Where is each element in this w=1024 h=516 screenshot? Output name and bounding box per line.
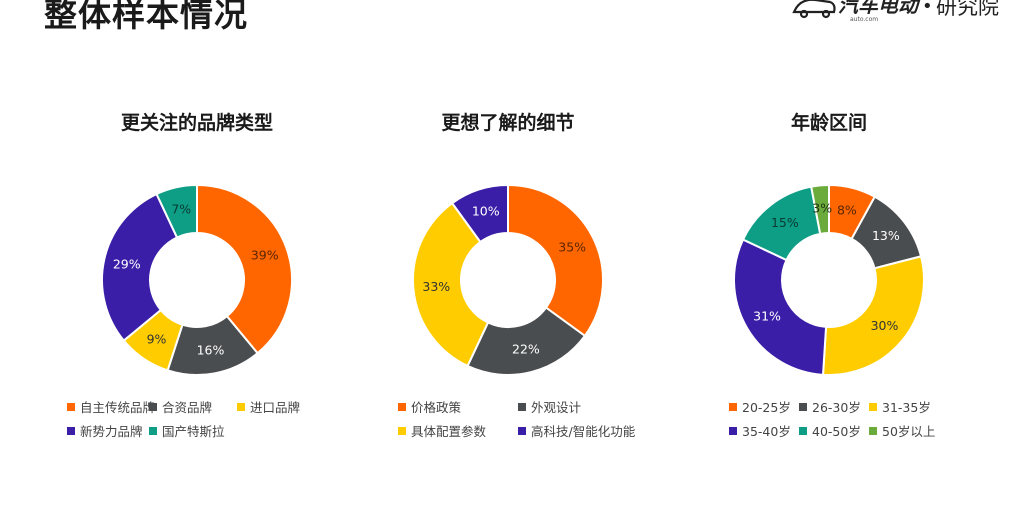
legend-swatch xyxy=(67,427,75,435)
slice-value-label: 29% xyxy=(113,256,141,271)
legend-item: 31-35岁 xyxy=(869,400,931,416)
car-outline-icon xyxy=(792,0,836,19)
legend-label: 外观设计 xyxy=(531,400,582,415)
donut-slice-3 xyxy=(412,201,490,368)
legend-label: 31-35岁 xyxy=(882,400,931,415)
legend-swatch xyxy=(149,427,157,435)
donut-slice-1 xyxy=(507,183,604,338)
donut-slice-4 xyxy=(733,238,828,376)
legend-label: 具体配置参数 xyxy=(411,424,487,439)
donut-slice-4 xyxy=(450,183,509,244)
legend-item: 35-40岁 xyxy=(729,424,791,440)
logo-text-right: 研究院 xyxy=(936,0,999,19)
slice-value-label: 15% xyxy=(771,215,799,230)
legend-item: 进口品牌 xyxy=(237,400,300,416)
slice-value-label: 9% xyxy=(147,332,167,347)
legend-item: 26-30岁 xyxy=(799,400,861,416)
legend-item: 具体配置参数 xyxy=(398,424,486,440)
legend-swatch xyxy=(729,403,737,411)
slice-value-label: 3% xyxy=(812,200,832,215)
chart-age-range: 年龄区间 8% 13% 30% 31% 15% 3% 20-25岁 26-30岁 31-35岁… xyxy=(669,100,989,470)
slice-value-label: 8% xyxy=(837,202,857,217)
legend-swatch xyxy=(869,403,877,411)
legend-swatch xyxy=(869,427,877,435)
legend-swatch xyxy=(398,403,406,411)
legend-label: 国产特斯拉 xyxy=(162,424,225,439)
legend-swatch xyxy=(799,427,807,435)
page-title: 整体样本情况 xyxy=(44,0,248,34)
donut-slice-1 xyxy=(196,183,293,355)
legend-swatch xyxy=(518,427,526,435)
legend-label: 进口品牌 xyxy=(250,400,301,415)
slice-value-label: 31% xyxy=(753,309,781,324)
slice-value-label: 7% xyxy=(171,202,191,217)
slice-value-label: 10% xyxy=(472,204,500,219)
legend-item: 外观设计 xyxy=(518,400,581,416)
slice-value-label: 39% xyxy=(251,248,279,263)
legend-item: 高科技/智能化功能 xyxy=(518,424,635,440)
legend-label: 高科技/智能化功能 xyxy=(531,424,636,439)
slice-value-label: 35% xyxy=(558,239,586,254)
legend-item: 20-25岁 xyxy=(729,400,791,416)
chart-details: 更想了解的细节 35% 22% 33% 10% 价格政策 外观设计具体配置参数 高科技/智… xyxy=(348,100,668,470)
legend-swatch xyxy=(518,403,526,411)
legend-label: 新势力品牌 xyxy=(80,424,143,439)
legend-label: 价格政策 xyxy=(411,400,462,415)
donut-chart: 8% 13% 30% 31% 15% 3% xyxy=(733,183,925,376)
slice-value-label: 16% xyxy=(197,343,225,358)
donut-slice-3 xyxy=(821,255,925,376)
donut-slice-6 xyxy=(810,183,830,236)
legend-swatch xyxy=(237,403,245,411)
donut-slice-4 xyxy=(101,192,179,342)
legend-label: 自主传统品牌 xyxy=(80,400,156,415)
chart-title: 更想了解的细节 xyxy=(441,112,575,134)
slice-value-label: 22% xyxy=(512,342,540,357)
chart-title: 更关注的品牌类型 xyxy=(120,112,273,134)
legend-swatch xyxy=(398,427,406,435)
logo-text-small: auto.com xyxy=(850,16,878,23)
legend-item: 40-50岁 xyxy=(799,424,861,440)
legend-item: 新势力品牌 xyxy=(67,424,143,440)
legend-item: 价格政策 xyxy=(398,400,461,416)
slice-value-label: 13% xyxy=(872,228,900,243)
legend-label: 20-25岁 xyxy=(742,400,791,415)
legend-swatch xyxy=(799,403,807,411)
slice-value-label: 33% xyxy=(422,279,450,294)
donut-chart: 39% 16% 9% 29% 7% xyxy=(101,183,293,376)
legend-item: 合资品牌 xyxy=(149,400,212,416)
legend-swatch xyxy=(149,403,157,411)
legend-item: 自主传统品牌 xyxy=(67,400,155,416)
legend-swatch xyxy=(67,403,75,411)
legend-label: 合资品牌 xyxy=(162,400,213,415)
donut-slice-5 xyxy=(155,183,198,239)
legend-label: 50岁以上 xyxy=(882,424,936,439)
slice-value-label: 30% xyxy=(871,318,899,333)
logo-bullet: • xyxy=(922,0,933,17)
brand-logo: 汽车电动 auto.com • 研究院 xyxy=(792,0,999,23)
legend-label: 26-30岁 xyxy=(812,400,861,415)
logo-text-main: 汽车电动 xyxy=(838,0,921,17)
chart-brand-type: 更关注的品牌类型 39% 16% 9% 29% 7% 自主传统品牌 合资品牌 进口品牌新势力… xyxy=(37,100,357,470)
legend-label: 35-40岁 xyxy=(742,424,791,439)
legend-label: 40-50岁 xyxy=(812,424,861,439)
donut-chart: 35% 22% 33% 10% xyxy=(412,183,604,376)
legend-item: 50岁以上 xyxy=(869,424,935,440)
donut-slice-2 xyxy=(466,306,587,376)
legend-swatch xyxy=(729,427,737,435)
legend-item: 国产特斯拉 xyxy=(149,424,225,440)
chart-title: 年龄区间 xyxy=(790,112,867,134)
